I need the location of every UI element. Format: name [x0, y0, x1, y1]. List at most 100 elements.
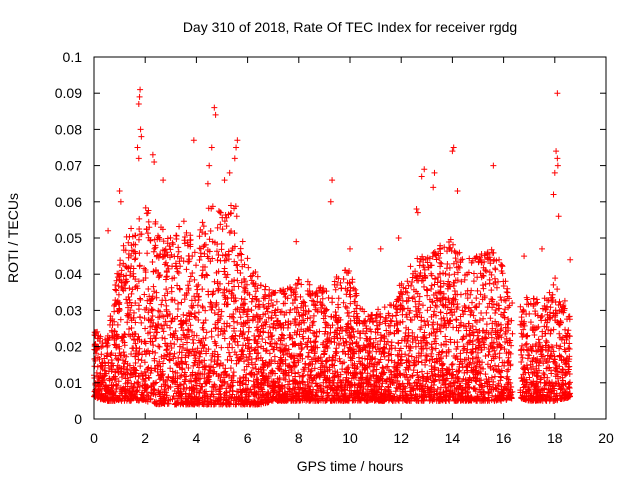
data-point [250, 279, 257, 286]
data-point [117, 316, 124, 323]
data-point [92, 341, 99, 348]
data-point [277, 354, 284, 361]
data-point [548, 327, 555, 334]
data-point [278, 331, 285, 338]
data-point [149, 258, 156, 265]
data-point [478, 377, 485, 384]
data-point [543, 337, 550, 344]
data-point [509, 330, 516, 337]
data-point [526, 374, 533, 381]
data-point [262, 283, 269, 290]
data-point [471, 386, 478, 393]
data-point [429, 299, 436, 306]
data-point [221, 265, 228, 272]
data-point [214, 224, 221, 231]
data-point [170, 353, 177, 360]
data-point [142, 204, 149, 211]
data-point [276, 287, 283, 294]
data-point [187, 273, 194, 280]
data-point [224, 356, 231, 363]
data-point [132, 319, 139, 326]
data-point [480, 315, 487, 322]
data-point [239, 238, 246, 245]
data-point [226, 349, 233, 356]
data-point [149, 348, 156, 355]
data-point [437, 298, 444, 305]
data-point [141, 306, 148, 313]
data-point [420, 283, 427, 290]
data-point [265, 300, 272, 307]
data-point [238, 257, 245, 264]
data-point [450, 324, 457, 331]
data-point [128, 225, 135, 232]
data-point [208, 357, 215, 364]
data-point [344, 304, 351, 311]
data-point [535, 336, 542, 343]
scatter-series [91, 86, 574, 408]
data-point [431, 281, 438, 288]
data-point [488, 334, 495, 341]
data-point [161, 386, 168, 393]
data-point [181, 386, 188, 393]
data-point [487, 342, 494, 349]
data-point [262, 348, 269, 355]
data-point [292, 322, 299, 329]
data-point [145, 286, 152, 293]
data-point [230, 325, 237, 332]
data-point [523, 362, 530, 369]
data-point [323, 343, 330, 350]
data-point [491, 373, 498, 380]
data-point [234, 319, 241, 326]
data-point [200, 326, 207, 333]
data-point [459, 336, 466, 343]
data-point [201, 263, 208, 270]
data-point [502, 306, 509, 313]
data-point [405, 294, 412, 301]
data-point [136, 226, 143, 233]
data-point [141, 315, 148, 322]
data-point [485, 351, 492, 358]
data-point [281, 335, 288, 342]
data-point [180, 311, 187, 318]
data-point [169, 315, 176, 322]
data-point [147, 300, 154, 307]
data-point [416, 293, 423, 300]
data-point [184, 326, 191, 333]
data-point [442, 333, 449, 340]
data-point [245, 328, 252, 335]
data-point [440, 280, 447, 287]
data-point [412, 343, 419, 350]
data-point [459, 364, 466, 371]
data-point [181, 296, 188, 303]
data-point [145, 309, 152, 316]
data-point [414, 334, 421, 341]
data-point [478, 309, 485, 316]
data-point [524, 355, 531, 362]
data-point [178, 299, 185, 306]
data-point [368, 312, 375, 319]
data-point [196, 233, 203, 240]
data-point [380, 365, 387, 372]
data-point [490, 281, 497, 288]
data-point [444, 260, 451, 267]
data-point [505, 354, 512, 361]
data-point [185, 365, 192, 372]
data-point [180, 341, 187, 348]
data-point [385, 331, 392, 338]
data-point [434, 321, 441, 328]
data-point [279, 341, 286, 348]
data-point [486, 348, 493, 355]
data-point [405, 352, 412, 359]
data-point [370, 319, 377, 326]
data-point [521, 366, 528, 373]
data-point [178, 255, 185, 262]
data-point [180, 218, 187, 225]
data-point [421, 329, 428, 336]
data-point [463, 333, 470, 340]
data-point [405, 332, 412, 339]
data-point [237, 269, 244, 276]
data-point [114, 270, 121, 277]
data-point [495, 368, 502, 375]
data-point [416, 309, 423, 316]
data-point [113, 287, 120, 294]
